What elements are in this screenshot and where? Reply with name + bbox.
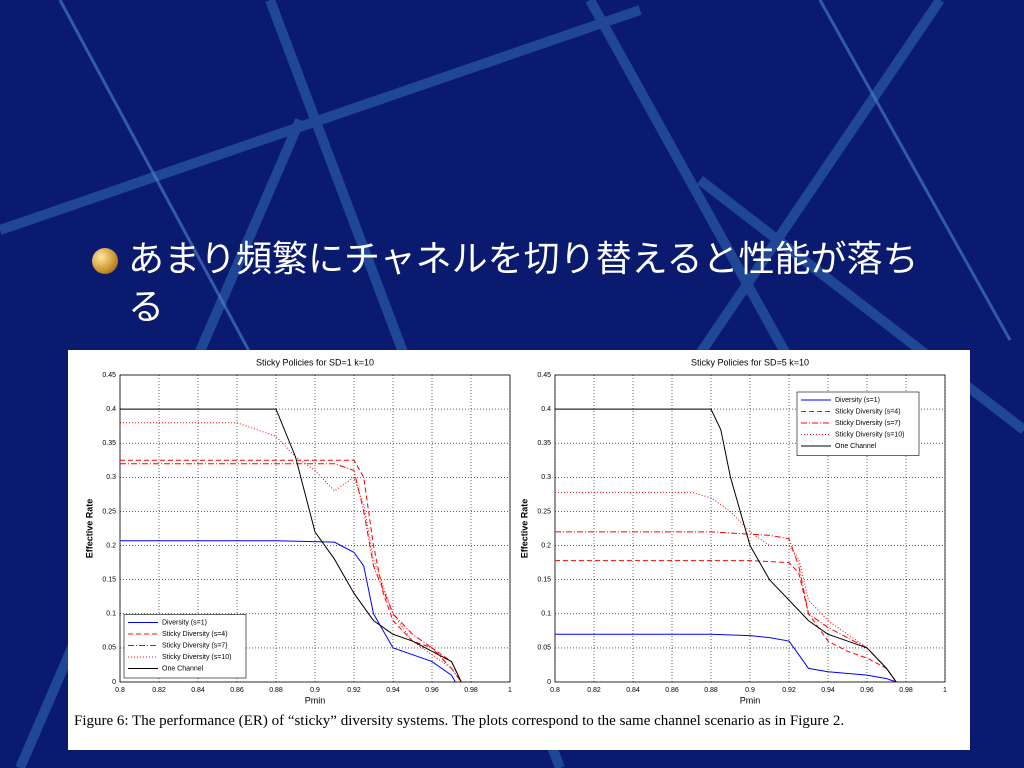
legend-label: Sticky Diversity (s=7) xyxy=(835,420,901,427)
y-tick-label: 0.35 xyxy=(537,440,551,447)
y-axis-label: Effective Rate xyxy=(84,499,94,559)
charts: 0 0.05 0.1 0.15 0.2 0.25 0.3 0.35 0.4 0.45 0.8 0.82… xyxy=(84,357,947,705)
legend-label: One Channel xyxy=(835,443,877,450)
series-line xyxy=(120,540,456,683)
x-tick-label: 0.88 xyxy=(269,687,283,694)
legend: Diversity (s=1) Sticky Diversity (s=4) Sti… xyxy=(796,391,920,456)
chart-title: Sticky Policies for SD=5 k=10 xyxy=(691,357,809,367)
y-tick-label: 0.45 xyxy=(102,372,116,379)
legend-label: Sticky Diversity (s=4) xyxy=(835,408,901,415)
legend-label: Sticky Diversity (s=10) xyxy=(162,654,231,661)
legend-label: Diversity (s=1) xyxy=(162,619,207,626)
x-tick-label: 0.9 xyxy=(745,687,755,694)
x-axis-label: Pmin xyxy=(305,695,326,705)
series-line xyxy=(120,408,462,683)
y-tick-label: 0 xyxy=(112,679,116,686)
bullet-icon xyxy=(92,248,118,274)
x-tick-label: 0.94 xyxy=(386,687,400,694)
plot-frame xyxy=(554,374,946,683)
y-tick-label: 0.1 xyxy=(541,611,551,618)
series-line xyxy=(555,633,897,683)
series-line xyxy=(555,408,897,683)
y-tick-label: 0.25 xyxy=(537,508,551,515)
y-tick-label: 0 xyxy=(547,679,551,686)
series-line xyxy=(120,459,462,683)
x-tick-label: 0.96 xyxy=(860,687,874,694)
legend-box xyxy=(796,391,920,456)
x-tick-label: 0.98 xyxy=(464,687,478,694)
legend-label: Diversity (s=1) xyxy=(835,397,880,404)
legend-label: Sticky Diversity (s=10) xyxy=(835,431,904,438)
y-tick-label: 0.4 xyxy=(106,406,116,413)
y-tick-label: 0.05 xyxy=(102,645,116,652)
y-tick-label: 0.3 xyxy=(106,474,116,481)
x-tick-label: 0.92 xyxy=(782,687,796,694)
bullet-text: あまり頻繁にチャネルを切り替えると性能が落ちる xyxy=(128,239,919,328)
x-tick-label: 1 xyxy=(508,687,512,694)
legend-label: Sticky Diversity (s=4) xyxy=(162,631,228,638)
y-tick-label: 0.15 xyxy=(537,577,551,584)
x-tick-label: 0.94 xyxy=(821,687,835,694)
x-tick-label: 0.96 xyxy=(425,687,439,694)
y-tick-label: 0.2 xyxy=(541,542,551,549)
x-tick-label: 0.92 xyxy=(347,687,361,694)
chart-title: Sticky Policies for SD=1 k=10 xyxy=(256,357,374,367)
y-tick-label: 0.1 xyxy=(106,611,116,618)
figure-panel: 0 0.05 0.1 0.15 0.2 0.25 0.3 0.35 0.4 0.45 0.8 0.82… xyxy=(68,350,970,750)
y-tick-label: 0.05 xyxy=(537,645,551,652)
x-tick-label: 1 xyxy=(943,687,947,694)
figure-caption: Figure 6: The performance (ER) of “stick… xyxy=(74,713,845,729)
y-tick-label: 0.4 xyxy=(541,406,551,413)
y-tick-label: 0.2 xyxy=(106,542,116,549)
x-axis-label: Pmin xyxy=(740,695,761,705)
x-tick-label: 0.88 xyxy=(704,687,718,694)
legend-label: One Channel xyxy=(162,665,204,672)
legend-box xyxy=(123,614,247,679)
plot-frame xyxy=(119,374,511,683)
y-tick-label: 0.15 xyxy=(102,577,116,584)
y-tick-label: 0.3 xyxy=(541,474,551,481)
x-tick-label: 0.86 xyxy=(230,687,244,694)
x-tick-label: 0.84 xyxy=(191,687,205,694)
x-tick-label: 0.8 xyxy=(115,687,125,694)
x-tick-label: 0.86 xyxy=(665,687,679,694)
x-tick-label: 0.8 xyxy=(550,687,560,694)
legend-label: Sticky Diversity (s=7) xyxy=(162,642,228,649)
y-tick-label: 0.35 xyxy=(102,440,116,447)
x-tick-label: 0.82 xyxy=(587,687,601,694)
x-tick-label: 0.9 xyxy=(310,687,320,694)
y-tick-label: 0.45 xyxy=(537,372,551,379)
y-tick-label: 0.25 xyxy=(102,508,116,515)
series-line xyxy=(120,422,462,683)
y-axis-label: Effective Rate xyxy=(519,499,529,559)
legend: Diversity (s=1) Sticky Diversity (s=4) Sti… xyxy=(123,614,247,679)
x-tick-label: 0.98 xyxy=(899,687,913,694)
x-tick-label: 0.82 xyxy=(152,687,166,694)
bullet-item: あまり頻繁にチャネルを切り替えると性能が落ちる xyxy=(92,236,932,332)
x-tick-label: 0.84 xyxy=(626,687,640,694)
